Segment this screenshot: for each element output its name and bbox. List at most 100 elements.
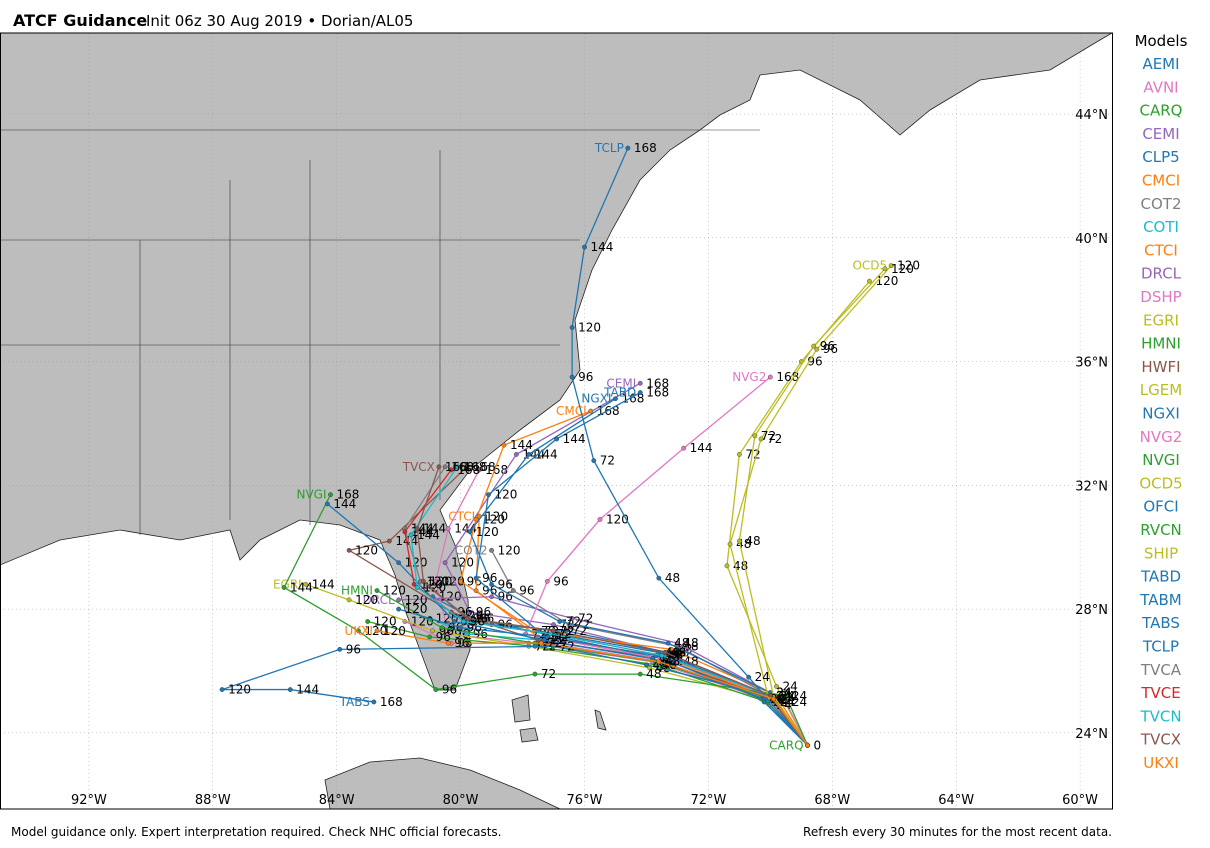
hour-label: 144 bbox=[333, 497, 356, 511]
hour-label: 96 bbox=[448, 621, 463, 635]
x-tick-label: 84°W bbox=[319, 793, 355, 808]
hour-label: 24 bbox=[776, 689, 791, 703]
hour-label: 24 bbox=[776, 689, 791, 703]
hour-label: 48 bbox=[745, 534, 760, 548]
x-tick-label: 88°W bbox=[195, 793, 231, 808]
hour-label: 24 bbox=[755, 670, 770, 684]
track-point bbox=[774, 684, 779, 689]
hour-label: 120 bbox=[451, 556, 474, 570]
hour-label: 96 bbox=[823, 342, 838, 356]
title: ATCF Guidance bbox=[13, 11, 147, 30]
track-name: CARQ bbox=[769, 738, 803, 752]
y-tick-label: 44°N bbox=[1075, 108, 1108, 123]
hour-label: 144 bbox=[522, 447, 545, 461]
track bbox=[469, 398, 809, 746]
track-point bbox=[458, 625, 463, 631]
hour-label: 120 bbox=[405, 602, 428, 616]
hour-label: 144 bbox=[423, 522, 446, 536]
legend-entry: UKXI bbox=[1143, 754, 1179, 772]
track-point bbox=[867, 278, 872, 284]
track-point bbox=[489, 594, 494, 600]
hour-label: 24 bbox=[792, 695, 807, 709]
track-point bbox=[551, 628, 556, 634]
track-name: CEMI bbox=[606, 376, 636, 390]
track-point bbox=[337, 646, 343, 652]
track-point bbox=[541, 637, 547, 643]
track-name: EGRI bbox=[273, 577, 302, 591]
track-point bbox=[665, 640, 671, 646]
track-point bbox=[582, 244, 587, 250]
hour-label: 48 bbox=[671, 645, 686, 659]
track-point bbox=[355, 628, 361, 634]
track-point bbox=[675, 640, 680, 646]
hour-label: 120 bbox=[439, 590, 462, 604]
hour-label: 120 bbox=[891, 262, 914, 276]
track-point bbox=[544, 578, 550, 584]
hour-label: 168 bbox=[646, 386, 669, 400]
track bbox=[410, 466, 809, 746]
hour-label: 168 bbox=[634, 141, 657, 155]
track-point bbox=[724, 563, 730, 569]
hour-label: 144 bbox=[590, 240, 613, 254]
track-point bbox=[452, 619, 457, 624]
hour-label: 24 bbox=[776, 689, 791, 703]
legend-entry: TVCX bbox=[1140, 731, 1181, 749]
plot: 92°W 88°W 84°W 80°W 76°W 72°W 68°W 64°W 60°W 24°N… bbox=[0, 33, 1112, 809]
hour-label: 168 bbox=[451, 460, 474, 474]
track-point bbox=[473, 588, 479, 593]
legend-entry: NVG2 bbox=[1140, 428, 1183, 446]
x-tick-label: 80°W bbox=[443, 793, 479, 808]
hour-label: 96 bbox=[470, 614, 485, 628]
hour-label: 96 bbox=[553, 574, 568, 588]
track-point bbox=[346, 547, 352, 553]
borders bbox=[0, 129, 760, 535]
track-point bbox=[544, 634, 550, 640]
legend-entry: HMNI bbox=[1141, 335, 1181, 353]
hour-label: 96 bbox=[442, 683, 457, 697]
hour-label: 168 bbox=[457, 463, 480, 477]
hour-label: 24 bbox=[776, 689, 791, 703]
hour-label: 120 bbox=[498, 543, 521, 557]
track-point bbox=[771, 696, 776, 702]
frame bbox=[0, 32, 1113, 810]
legend-title: Models bbox=[1135, 32, 1188, 50]
hour-label: 120 bbox=[423, 580, 446, 594]
hour-label: 72 bbox=[560, 639, 575, 653]
y-tick-label: 28°N bbox=[1075, 603, 1108, 618]
hour-label: 168 bbox=[646, 376, 669, 390]
track-name: CMCI bbox=[556, 404, 587, 418]
hour-label: 24 bbox=[792, 689, 807, 703]
track-point bbox=[532, 671, 538, 677]
track-point bbox=[433, 578, 439, 584]
track-point bbox=[374, 628, 380, 634]
track-point bbox=[882, 266, 888, 272]
track-point bbox=[445, 526, 451, 532]
footer-left: Model guidance only. Expert interpretati… bbox=[11, 825, 502, 839]
legend-entry: TABM bbox=[1139, 591, 1182, 609]
hour-label: 120 bbox=[228, 683, 251, 697]
track-point bbox=[656, 575, 662, 581]
x-tick-label: 72°W bbox=[690, 793, 726, 808]
hour-label: 72 bbox=[578, 611, 593, 625]
hour-label: 72 bbox=[541, 667, 556, 681]
track-point bbox=[365, 619, 371, 624]
track-point bbox=[396, 560, 402, 566]
legend-entry: DRCL bbox=[1141, 265, 1182, 283]
y-tick-label: 24°N bbox=[1075, 727, 1108, 742]
y-tick-label: 40°N bbox=[1075, 232, 1108, 247]
legend-entry: TABD bbox=[1140, 568, 1181, 586]
hour-label: 48 bbox=[674, 636, 689, 650]
track-point bbox=[569, 616, 575, 621]
hour-label: 96 bbox=[436, 630, 451, 644]
track-name: TVCX bbox=[402, 460, 435, 474]
hour-label: 120 bbox=[485, 509, 508, 523]
track-point bbox=[467, 529, 473, 535]
track-point bbox=[436, 464, 442, 470]
track-point bbox=[430, 628, 436, 634]
track-point bbox=[464, 464, 470, 470]
track-point bbox=[814, 346, 820, 352]
legend-entry: TVCN bbox=[1139, 707, 1181, 725]
track-point bbox=[551, 622, 556, 627]
track-point bbox=[489, 547, 494, 553]
hour-label: 120 bbox=[429, 574, 452, 588]
